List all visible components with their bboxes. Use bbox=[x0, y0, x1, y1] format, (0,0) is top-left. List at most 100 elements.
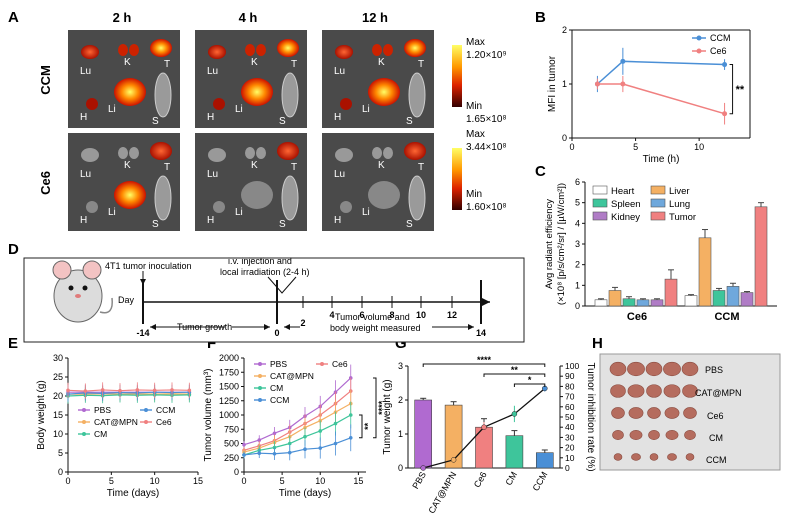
c-legend-swatch bbox=[650, 198, 666, 208]
f-point-CM bbox=[348, 413, 353, 417]
g-ylabel: Tumor weight (g) bbox=[382, 379, 393, 454]
g-sig-label: **** bbox=[477, 355, 492, 365]
tumor-label-cat-mpn: CAT@MPN bbox=[695, 388, 741, 398]
organ-label-heart: H bbox=[80, 112, 87, 123]
y-tick-label: 0 bbox=[575, 301, 580, 311]
e-point-Ce6 bbox=[66, 388, 70, 393]
e-legend-label: PBS bbox=[94, 405, 111, 415]
g-bar-CM bbox=[505, 435, 524, 469]
f-line-CAT@MPN bbox=[243, 403, 352, 453]
g-category-label: Ce6 bbox=[472, 470, 489, 489]
e-point-Ce6 bbox=[187, 388, 192, 393]
c-legend-swatch bbox=[592, 185, 608, 195]
y-tick-label: 4 bbox=[575, 218, 580, 228]
tumor-sample bbox=[647, 407, 661, 419]
b-point-Ce6 bbox=[620, 81, 626, 87]
x-tick-label: 10 bbox=[150, 476, 160, 486]
organ-lung bbox=[81, 45, 99, 59]
c-bar-Ce6-Liver bbox=[608, 290, 622, 307]
f-legend-marker bbox=[258, 374, 262, 378]
organ-spleen bbox=[281, 72, 299, 118]
c-legend-swatch bbox=[650, 185, 666, 195]
organ-label-liver: Li bbox=[362, 207, 370, 218]
organ-tumor bbox=[277, 39, 299, 57]
panel-f-chart: 0 5 10 15 0 250 500 750 1000 1250 1500 1750 2000 Time… bbox=[203, 353, 387, 499]
tumor-label-cm: CM bbox=[709, 433, 723, 443]
timeline-inoculation: 4T1 tumor inoculation bbox=[105, 261, 192, 271]
y-tick-label: 25 bbox=[53, 372, 63, 382]
f-point-CCM bbox=[272, 451, 277, 456]
g-y2-tick-label: 0 bbox=[565, 463, 570, 473]
y-tick-label: 15 bbox=[53, 410, 63, 420]
f-sig-bracket-1 bbox=[359, 414, 363, 439]
organ-lung bbox=[208, 45, 226, 59]
f-point-CCM bbox=[333, 441, 338, 446]
c-category-label: Ce6 bbox=[627, 311, 647, 323]
f-point-CM bbox=[333, 421, 338, 426]
y-tick-label: 500 bbox=[224, 439, 239, 449]
panel-c-chart: 0 1 2 3 4 5 6 Avg radiant efficiency (×10⁸ [p/s/… bbox=[544, 177, 777, 323]
tumor-sample bbox=[648, 430, 660, 440]
organ-label-kidney: K bbox=[378, 57, 385, 68]
b-point-CCM bbox=[722, 62, 728, 68]
organ-kidney-left bbox=[372, 44, 382, 56]
organ-heart bbox=[340, 98, 352, 110]
b-point-CCM bbox=[620, 58, 626, 64]
row-label-ccm: CCM bbox=[38, 65, 53, 95]
g-inhibition-point bbox=[481, 424, 487, 430]
g-sig-label: * bbox=[528, 375, 532, 385]
b-sig-bracket bbox=[729, 64, 734, 115]
time-label-2h: 2 h bbox=[113, 10, 132, 25]
f-line-PBS bbox=[243, 377, 352, 446]
b-legend-marker bbox=[696, 35, 702, 41]
c-category-label: CCM bbox=[714, 311, 739, 323]
f-line-Ce6 bbox=[243, 390, 352, 451]
y-tick-label: 0 bbox=[234, 467, 239, 477]
f-sig-label-2: **** bbox=[377, 400, 387, 415]
c-bar-Ce6-Spleen bbox=[622, 298, 636, 307]
organ-label-liver: Li bbox=[362, 104, 370, 115]
e-legend-marker bbox=[82, 408, 86, 412]
scale-ce6-max-value: 3.44×10⁸ bbox=[466, 142, 507, 153]
organ-label-kidney: K bbox=[124, 57, 131, 68]
y-tick-label: 1 bbox=[562, 79, 567, 89]
e-legend-marker bbox=[82, 432, 86, 436]
panel-h: PBS CAT@MPN Ce6 CM CCM bbox=[599, 353, 781, 471]
f-point-CCM bbox=[303, 447, 307, 452]
tumor-label-ccm: CCM bbox=[706, 455, 727, 465]
y-tick-label: 20 bbox=[53, 391, 63, 401]
e-point-Ce6 bbox=[170, 388, 174, 392]
x-tick-label: 5 bbox=[109, 476, 114, 486]
x-tick-label: 10 bbox=[315, 476, 325, 486]
g-category-label: CM bbox=[503, 470, 519, 487]
tumor-sample bbox=[681, 361, 699, 377]
c-bar-CCM-Spleen bbox=[712, 290, 726, 307]
organ-kidney-left bbox=[118, 44, 128, 56]
x-tick-label: 15 bbox=[193, 476, 203, 486]
organ-heart bbox=[340, 201, 352, 213]
f-point-CCM bbox=[257, 451, 262, 455]
g-bar-PBS bbox=[414, 399, 433, 469]
c-bar-Ce6-Lung bbox=[636, 299, 650, 307]
e-point-Ce6 bbox=[152, 388, 157, 393]
g-category-label: CCM bbox=[531, 470, 550, 493]
e-legend-marker bbox=[144, 420, 148, 424]
timeline-frame bbox=[23, 257, 525, 343]
organ-lung bbox=[208, 148, 226, 162]
organ-label-kidney: K bbox=[378, 160, 385, 171]
c-bar-Ce6-Kidney bbox=[650, 299, 664, 307]
organ-kidney-right bbox=[129, 147, 139, 159]
g-sig-label: ** bbox=[511, 365, 519, 375]
organ-label-heart: H bbox=[207, 112, 214, 123]
f-point-CCM bbox=[348, 436, 353, 440]
tumor-sample bbox=[609, 361, 627, 377]
scale-ce6-max-label: Max bbox=[466, 129, 485, 140]
scale-ccm-max-value: 1.20×10⁹ bbox=[466, 50, 507, 61]
organ-label-liver: Li bbox=[235, 207, 243, 218]
y-tick-label: 2000 bbox=[219, 353, 239, 363]
b-xlabel: Time (h) bbox=[643, 154, 680, 165]
e-ylabel: Body weight (g) bbox=[36, 380, 47, 449]
organ-label-tumor: T bbox=[418, 59, 424, 70]
organ-tumor bbox=[404, 39, 426, 57]
